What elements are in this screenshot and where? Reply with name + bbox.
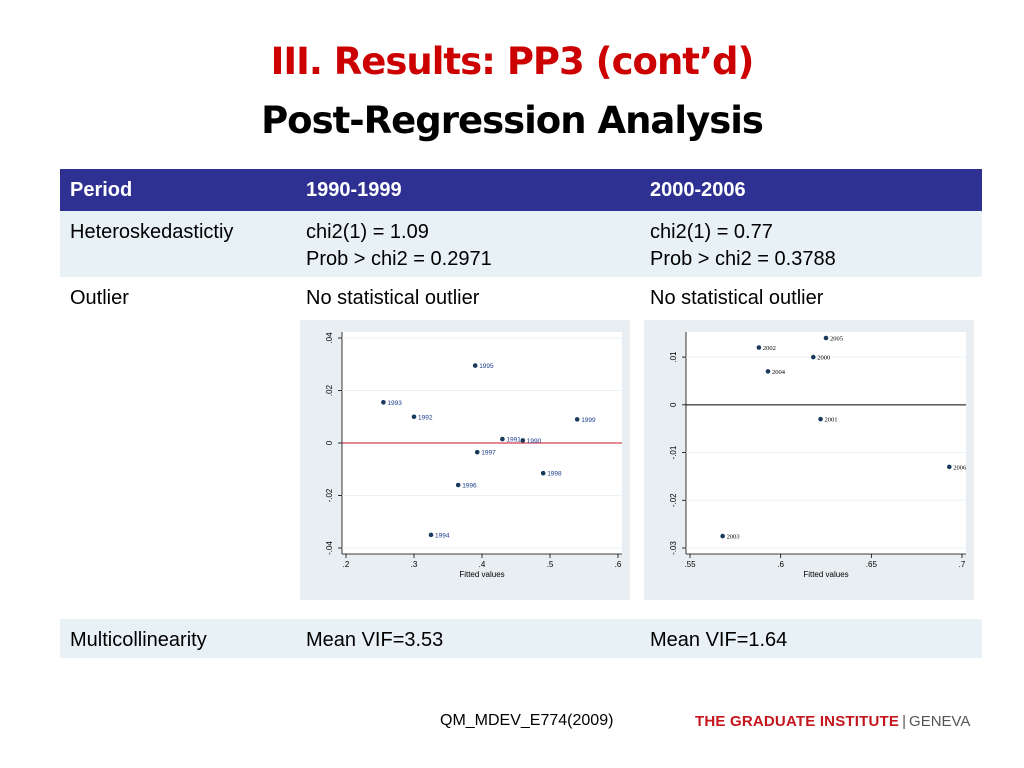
point-label: 1997 — [481, 449, 496, 456]
x-axis-label: Fitted values — [803, 570, 848, 579]
point-label: 1994 — [435, 532, 450, 539]
point-label: 1998 — [547, 470, 562, 477]
table-row-multicollinearity: Multicollinearity Mean VIF=3.53 Mean VIF… — [60, 619, 982, 658]
logo-sub-text: GENEVA — [909, 713, 971, 730]
header-period: Period — [60, 169, 296, 211]
data-point — [811, 354, 816, 360]
data-point — [756, 345, 762, 350]
point-label: 1991 — [506, 436, 521, 443]
point-label: 1995 — [479, 363, 494, 370]
institute-logo: THE GRADUATE INSTITUTE | GENEVA — [695, 713, 970, 730]
data-point — [411, 414, 417, 419]
x-tick-label: .7 — [959, 560, 966, 569]
x-tick-label: .4 — [479, 560, 486, 569]
data-point — [455, 482, 461, 488]
data-point — [381, 399, 386, 405]
table-header-row: Period 1990-1999 2000-2006 — [60, 169, 982, 211]
x-tick-label: .5 — [547, 560, 554, 569]
point-label: 2004 — [772, 369, 786, 376]
plot-area — [686, 331, 966, 554]
cell-line: chi2(1) = 0.77 — [650, 221, 773, 243]
data-point — [574, 416, 580, 422]
header-1990-1999: 1990-1999 — [296, 169, 640, 211]
point-label: 2001 — [825, 416, 838, 423]
y-tick-label: -.03 — [669, 540, 678, 554]
point-label: 1993 — [387, 400, 402, 407]
data-point — [765, 368, 771, 374]
table-cell: Mean VIF=3.53 — [296, 619, 640, 658]
point-label: 2003 — [727, 533, 740, 540]
x-tick-label: .2 — [343, 560, 350, 569]
data-point — [472, 363, 478, 368]
scatter-plot-2000-2006: -.03 -.02 -.01 0 .01 .55 .6 .65 .7 Fitted values 2… — [644, 319, 974, 600]
table-cell: chi2(1) = 0.77 Prob > chi2 = 0.3788 — [640, 211, 982, 277]
y-tick-label: -.02 — [669, 493, 678, 507]
logo-separator: | — [902, 713, 907, 730]
data-point — [823, 335, 829, 341]
y-tick-label: .02 — [325, 384, 334, 396]
x-tick-label: .65 — [866, 560, 878, 569]
data-point — [720, 533, 725, 539]
point-label: 2005 — [830, 335, 843, 342]
data-point — [540, 470, 546, 476]
slide-title: III. Results: PP3 (cont’d) — [270, 40, 755, 83]
y-tick-label: 0 — [325, 440, 334, 445]
data-point — [520, 437, 526, 443]
point-label: 1990 — [527, 438, 542, 445]
y-tick-label: .01 — [669, 351, 678, 363]
table-row-outlier-plots: -.04 -.02 0 .02 .04 .2 .3 .4 .5 .6 Fitted values 19… — [60, 317, 982, 619]
cell-line: chi2(1) = 1.09 — [306, 221, 429, 243]
plot-cell: -.03 -.02 -.01 0 .01 .55 .6 .65 .7 Fitted values 2… — [640, 317, 982, 619]
cell-line: Prob > chi2 = 0.3788 — [650, 248, 836, 270]
y-tick-label: -.01 — [669, 445, 678, 459]
data-point — [428, 532, 434, 537]
plot-cell: -.04 -.02 0 .02 .04 .2 .3 .4 .5 .6 Fitted values 19… — [296, 317, 640, 619]
table-row-outlier: Outlier No statistical outlier No statis… — [60, 277, 982, 619]
point-label: 2000 — [817, 354, 830, 361]
y-tick-label: -.02 — [325, 488, 334, 502]
point-label: 2006 — [953, 464, 967, 471]
x-axis-label: Fitted values — [459, 570, 504, 579]
header-2000-2006: 2000-2006 — [640, 169, 982, 211]
row-label: Outlier — [60, 277, 296, 619]
data-point — [500, 436, 505, 442]
point-label: 1996 — [462, 482, 477, 489]
x-tick-label: .3 — [411, 560, 418, 569]
y-tick-label: .04 — [325, 332, 334, 344]
course-code: QM_MDEV_E774(2009) — [440, 712, 614, 729]
x-tick-label: .55 — [684, 560, 696, 569]
x-tick-label: .6 — [777, 560, 784, 569]
row-label: Multicollinearity — [60, 619, 296, 658]
x-tick-label: .6 — [615, 560, 622, 569]
y-tick-label: 0 — [669, 402, 678, 407]
table-row-heteroskedasticity: Heteroskedastictiy chi2(1) = 1.09 Prob >… — [60, 211, 982, 277]
row-label: Heteroskedastictiy — [60, 211, 296, 277]
point-label: 1999 — [581, 417, 596, 424]
table-cell: chi2(1) = 1.09 Prob > chi2 = 0.2971 — [296, 211, 640, 277]
cell-line: Prob > chi2 = 0.2971 — [306, 248, 492, 270]
table-cell: No statistical outlier — [640, 277, 982, 318]
point-label: 1992 — [418, 414, 433, 421]
table-cell: No statistical outlier — [296, 277, 640, 318]
results-table: Period 1990-1999 2000-2006 Heteroskedast… — [60, 169, 982, 658]
y-tick-label: -.04 — [325, 540, 334, 554]
logo-main-text: THE GRADUATE INSTITUTE — [695, 713, 900, 730]
point-label: 2002 — [763, 345, 776, 352]
slide-subtitle: Post-Regression Analysis — [261, 99, 764, 142]
data-point — [947, 464, 952, 469]
data-point — [818, 416, 823, 422]
scatter-plot-1990-1999: -.04 -.02 0 .02 .04 .2 .3 .4 .5 .6 Fitted values 19… — [300, 319, 630, 600]
data-point — [474, 449, 480, 455]
table-cell: Mean VIF=1.64 — [640, 619, 982, 658]
